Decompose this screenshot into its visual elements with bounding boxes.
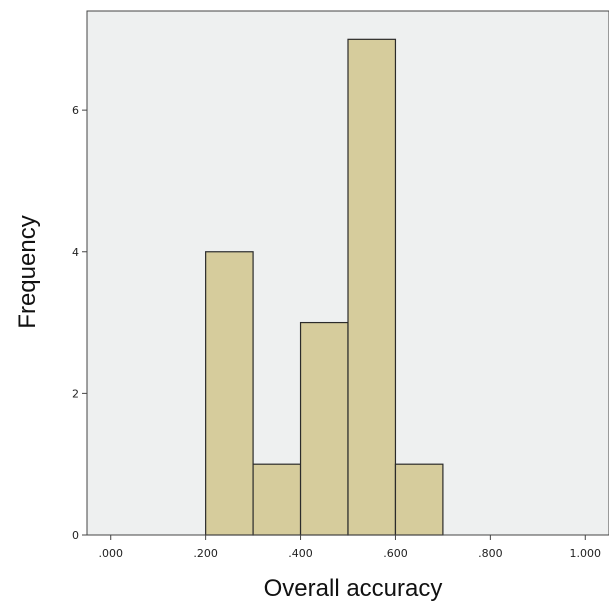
y-tick-label-0: 0 bbox=[72, 529, 79, 542]
y-tick-label-2: 4 bbox=[72, 246, 79, 259]
x-tick-label-5: 1.000 bbox=[570, 547, 602, 560]
x-tick-label-0: .000 bbox=[98, 547, 123, 560]
x-tick-label-2: .400 bbox=[288, 547, 313, 560]
histogram-bar-2 bbox=[299, 321, 349, 536]
histogram-bar-4 bbox=[394, 463, 444, 536]
x-tick-label-1: .200 bbox=[193, 547, 218, 560]
x-axis-title: Overall accuracy bbox=[264, 575, 443, 602]
histogram-bar-3 bbox=[347, 38, 397, 536]
y-tick-label-3: 6 bbox=[72, 104, 79, 117]
y-axis-title: Frequency bbox=[14, 215, 41, 328]
x-tick-label-3: .600 bbox=[383, 547, 408, 560]
histogram-bar-0 bbox=[205, 251, 254, 536]
x-tick-label-4: .800 bbox=[478, 547, 503, 560]
y-tick-label-1: 2 bbox=[72, 387, 79, 400]
histogram-bar-1 bbox=[252, 463, 302, 536]
